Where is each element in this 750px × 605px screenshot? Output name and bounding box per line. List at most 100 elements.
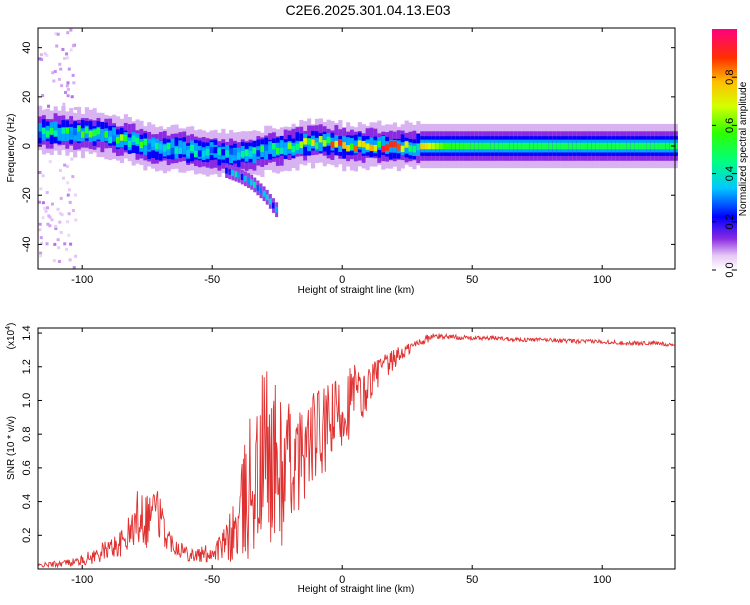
heatmap-cell <box>459 142 464 150</box>
heatmap-cell <box>260 145 265 152</box>
heatmap-cell <box>470 142 476 150</box>
heatmap-cell <box>68 200 72 204</box>
heatmap-cell <box>41 174 45 178</box>
heatmap-cell <box>262 190 266 197</box>
heatmap-cell <box>65 84 69 88</box>
heatmap-cell <box>482 142 487 150</box>
heatmap-cell <box>65 247 69 251</box>
heatmap-cell <box>49 128 54 135</box>
heatmap-cell <box>39 53 43 57</box>
heatmap-cell <box>353 145 359 153</box>
heatmap-cell <box>350 143 355 150</box>
heatmap-cell <box>43 52 47 56</box>
heatmap-cell <box>213 146 218 154</box>
heatmap-cell <box>50 218 54 222</box>
heatmap-cell <box>54 227 58 231</box>
heatmap-cell <box>53 70 57 74</box>
spectrogram-heatmap <box>38 28 678 270</box>
heatmap-cell <box>61 47 65 51</box>
heatmap-cell <box>58 220 62 224</box>
heatmap-cell <box>38 123 43 136</box>
heatmap-cell <box>498 142 503 150</box>
heatmap-cell <box>225 167 228 174</box>
heatmap-cell <box>71 175 75 179</box>
heatmap-cell <box>509 142 515 150</box>
heatmap-cell <box>229 150 234 164</box>
heatmap-cell <box>205 149 210 156</box>
heatmap-cell <box>272 202 275 209</box>
heatmap-cell <box>326 136 331 144</box>
y-tick-label: 1.4 <box>21 325 33 340</box>
heatmap-cell <box>52 259 56 263</box>
heatmap-cell <box>58 168 62 172</box>
heatmap-cell <box>44 209 48 213</box>
x-tick-label: -50 <box>204 574 220 586</box>
heatmap-cell <box>435 142 440 150</box>
heatmap-cell <box>556 142 561 150</box>
heatmap-cell <box>264 144 269 151</box>
heatmap-cell <box>233 149 238 156</box>
heatmap-cell <box>595 142 600 150</box>
heatmap-cell <box>658 142 663 150</box>
heatmap-cell <box>252 150 257 163</box>
heatmap-cell <box>231 170 234 176</box>
heatmap-cell <box>209 146 214 154</box>
colorbar-gradient <box>712 29 737 270</box>
heatmap-cell <box>66 193 70 197</box>
heatmap-cell <box>47 104 51 108</box>
heatmap-cell <box>57 246 61 250</box>
heatmap-cell <box>72 266 76 270</box>
heatmap-cell <box>243 175 247 182</box>
heatmap-cell <box>158 143 164 150</box>
heatmap-cell <box>41 127 47 141</box>
heatmap-cell <box>502 142 507 150</box>
heatmap-cell <box>560 142 565 150</box>
heatmap-cell <box>221 149 226 156</box>
heatmap-cell <box>57 128 62 135</box>
x-tick-label: 50 <box>466 274 478 286</box>
heatmap-cell <box>250 179 253 186</box>
heatmap-cell <box>638 142 643 150</box>
heatmap-cell <box>217 148 222 155</box>
heatmap-cell <box>194 150 199 158</box>
heatmap-cell <box>104 131 109 138</box>
heatmap-cell <box>71 44 75 48</box>
heatmap-cell <box>70 95 74 99</box>
heatmap-cell <box>65 52 69 56</box>
heatmap-cell <box>66 220 70 224</box>
x-tick-label: -100 <box>71 274 93 286</box>
heatmap-cell <box>494 142 499 150</box>
heatmap-cell <box>41 127 47 134</box>
heatmap-cell <box>264 146 269 160</box>
heatmap-cell <box>240 150 245 158</box>
y-tick-label: 0.6 <box>21 460 33 475</box>
heatmap-cell <box>48 224 52 228</box>
heatmap-cell <box>92 129 97 137</box>
heatmap-cell <box>584 142 589 150</box>
heatmap-cell <box>564 142 569 150</box>
heatmap-cell <box>162 145 167 152</box>
heatmap-cell <box>545 142 550 150</box>
heatmap-cell <box>38 170 42 174</box>
heatmap-cell <box>334 140 339 148</box>
heatmap-cell <box>611 142 616 150</box>
heatmap-cell <box>56 32 60 36</box>
heatmap-cell <box>463 142 468 150</box>
heatmap-cell <box>268 145 273 152</box>
spectrogram-x-label: Height of straight line (km) <box>298 285 415 296</box>
colorbar-tick-label: 0.0 <box>724 262 736 277</box>
heatmap-cell <box>662 142 667 150</box>
heatmap-cell <box>100 132 105 140</box>
spectrogram-x-ticks: -100 -50 0 50 100 <box>71 28 611 286</box>
heatmap-cell <box>69 242 73 246</box>
heatmap-cell <box>279 147 284 155</box>
heatmap-cell <box>642 142 647 150</box>
y-tick-label: -40 <box>21 236 33 252</box>
heatmap-cell <box>369 137 374 151</box>
heatmap-cell <box>143 138 148 145</box>
heatmap-cell <box>56 207 60 211</box>
colorbar-tick-label: 0.2 <box>724 214 736 229</box>
heatmap-cell <box>60 213 64 217</box>
heatmap-cell <box>64 90 68 94</box>
heatmap-cell <box>373 144 378 152</box>
